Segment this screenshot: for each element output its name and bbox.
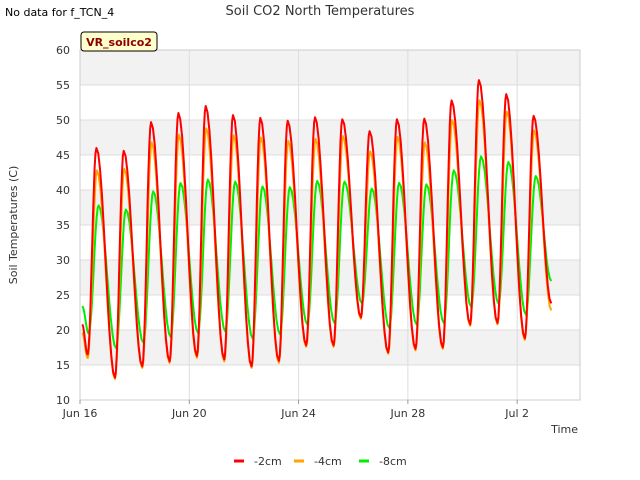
grid-lines	[79, 49, 581, 401]
plot-band	[80, 120, 580, 155]
plot-border	[79, 49, 581, 401]
plot-band	[80, 225, 580, 260]
legend-label: -2cm	[254, 455, 282, 468]
plot-band	[80, 190, 580, 225]
legend-label: -8cm	[379, 455, 407, 468]
y-tick-label: 35	[56, 219, 70, 232]
station-badge: VR_soilco2	[80, 31, 158, 52]
y-axis-label: Soil Temperatures (C)	[7, 166, 20, 285]
y-tick-label: 40	[56, 184, 70, 197]
badge-box	[80, 31, 158, 52]
x-tick-label: Jun 28	[390, 407, 426, 420]
plot-band	[80, 365, 580, 400]
chart-title: Soil CO2 North Temperatures	[226, 4, 415, 19]
no-data-note: No data for f_TCN_4	[5, 6, 115, 19]
y-tick-label: 55	[56, 79, 70, 92]
plot-band	[80, 50, 580, 85]
y-tick-label: 10	[56, 394, 70, 407]
x-axis-label: Time	[550, 423, 578, 436]
plot-band	[80, 85, 580, 120]
badge-label: VR_soilco2	[86, 36, 152, 49]
x-tick-label: Jun 24	[280, 407, 316, 420]
series-layer	[81, 79, 553, 380]
y-tick-label: 20	[56, 324, 70, 337]
x-tick-label: Jun 20	[171, 407, 207, 420]
y-axis-ticks: 10 15 20 25 30 35 40 45 50 55 60	[56, 44, 70, 407]
y-tick-label: 50	[56, 114, 70, 127]
y-tick-label: 45	[56, 149, 70, 162]
x-axis-ticks: Jun 16 Jun 20 Jun 24 Jun 28 Jul 2	[62, 400, 529, 420]
series-line-minus-2cm	[81, 79, 553, 379]
x-tick-label: Jun 16	[62, 407, 98, 420]
y-tick-label: 30	[56, 254, 70, 267]
legend-label: -4cm	[314, 455, 342, 468]
y-tick-label: 25	[56, 289, 70, 302]
x-tick-label: Jul 2	[504, 407, 529, 420]
y-tick-label: 60	[56, 44, 70, 57]
y-tick-label: 15	[56, 359, 70, 372]
plot-band	[80, 155, 580, 190]
legend: -2cm -4cm -8cm	[234, 455, 407, 468]
